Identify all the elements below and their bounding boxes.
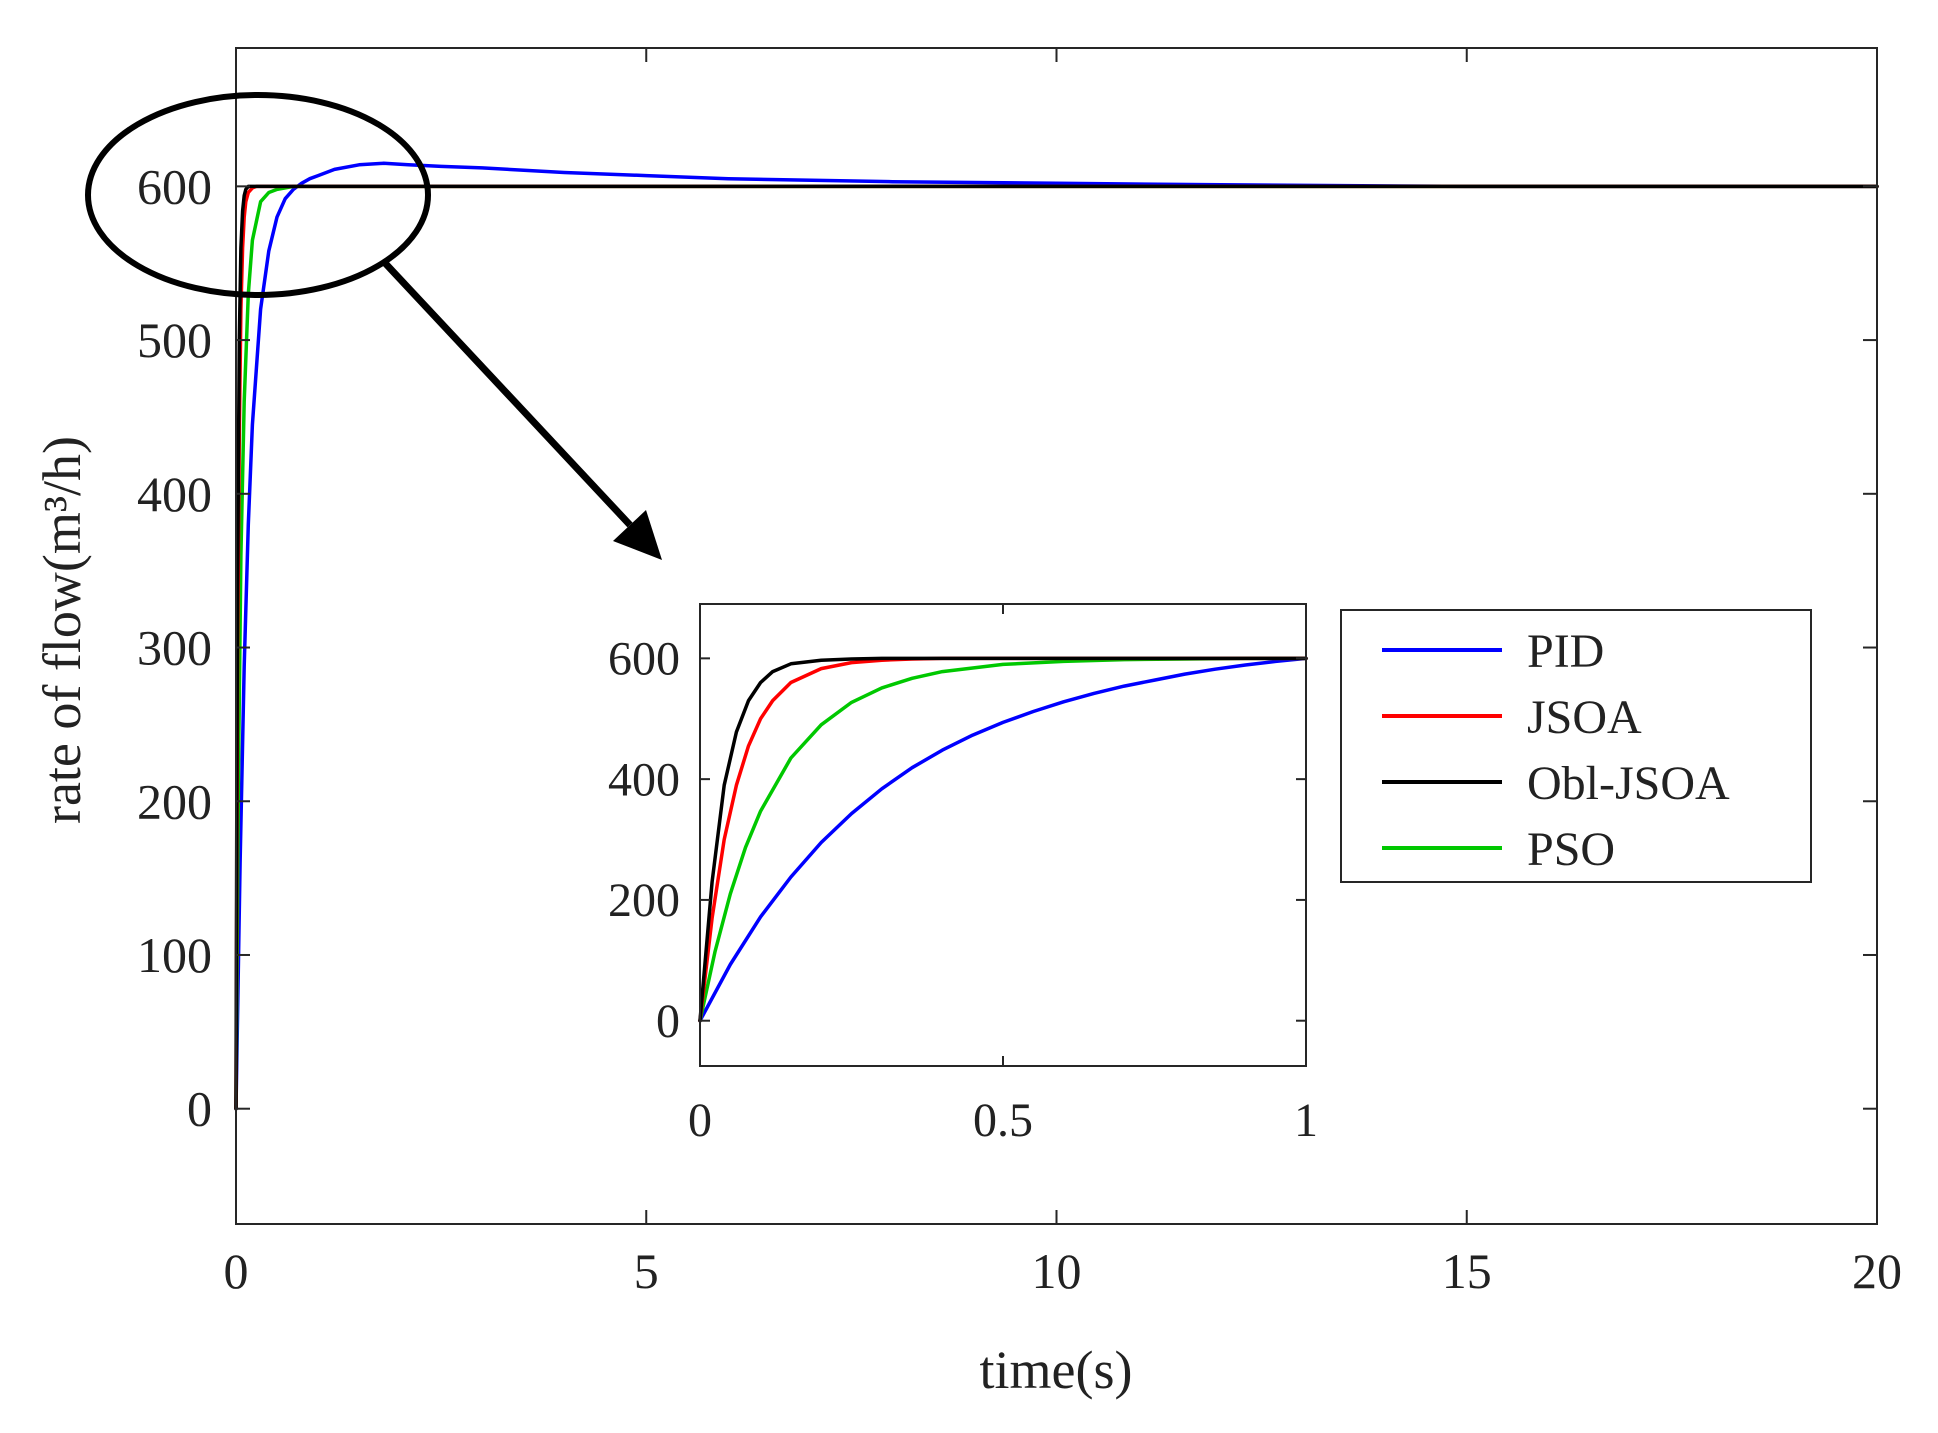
legend-entry-pso: PSO bbox=[1382, 823, 1615, 876]
main-y-tick-label: 500 bbox=[137, 312, 212, 368]
inset-series-pid bbox=[698, 656, 1308, 1023]
legend-entry-pid: PID bbox=[1382, 625, 1604, 678]
y-axis-label: rate of flow(m³/h) bbox=[32, 436, 92, 824]
main-y-tick-label: 600 bbox=[137, 158, 212, 214]
legend: PID JSOA Obl-JSOA PSO bbox=[1340, 609, 1812, 883]
main-y-tick-label: 0 bbox=[187, 1081, 212, 1137]
zoom-ellipse bbox=[85, 92, 431, 298]
inset-y-tick-label: 600 bbox=[608, 633, 680, 686]
main-series-pid bbox=[234, 161, 1879, 1111]
inset-y-tick-label: 400 bbox=[608, 753, 680, 806]
legend-label-obl-jsoa: Obl-JSOA bbox=[1527, 757, 1730, 810]
main-x-tick-label: 15 bbox=[1442, 1243, 1492, 1299]
inset-background bbox=[700, 604, 1306, 1066]
legend-box bbox=[1340, 609, 1812, 883]
legend-entry-jsoa: JSOA bbox=[1382, 691, 1642, 744]
main-x-tick-label: 10 bbox=[1032, 1243, 1082, 1299]
inset-ticks: 0 0.5 1 0 200 400 600 bbox=[608, 604, 1318, 1147]
inset-x-tick-label: 0.5 bbox=[973, 1094, 1033, 1147]
inset-series-obl-jsoa bbox=[698, 656, 1308, 1023]
legend-label-pso: PSO bbox=[1527, 823, 1615, 876]
zoom-arrow-shaft bbox=[382, 260, 633, 528]
main-y-tick-label: 300 bbox=[137, 620, 212, 676]
inset-x-tick-label: 0 bbox=[688, 1094, 712, 1147]
inset-series-group bbox=[698, 656, 1308, 1023]
main-series-group bbox=[234, 161, 1879, 1111]
main-x-tick-label: 20 bbox=[1852, 1243, 1902, 1299]
inset-plot: 0 0.5 1 0 200 400 600 bbox=[608, 603, 1318, 1147]
zoom-arrow-head bbox=[613, 510, 662, 560]
legend-label-pid: PID bbox=[1527, 625, 1604, 678]
main-x-tick-label: 5 bbox=[634, 1243, 659, 1299]
inset-y-tick-label: 200 bbox=[608, 874, 680, 927]
inset-y-tick-label: 0 bbox=[656, 995, 680, 1048]
legend-entry-obl-jsoa: Obl-JSOA bbox=[1382, 757, 1730, 810]
legend-label-jsoa: JSOA bbox=[1527, 691, 1642, 744]
main-y-tick-label: 200 bbox=[137, 773, 212, 829]
main-y-tick-label: 100 bbox=[137, 927, 212, 983]
x-axis-label: time(s) bbox=[980, 1340, 1133, 1400]
inset-x-tick-label: 1 bbox=[1294, 1094, 1318, 1147]
main-x-tick-label: 0 bbox=[224, 1243, 249, 1299]
zoom-annotation bbox=[85, 92, 662, 560]
main-y-tick-label: 400 bbox=[137, 466, 212, 522]
